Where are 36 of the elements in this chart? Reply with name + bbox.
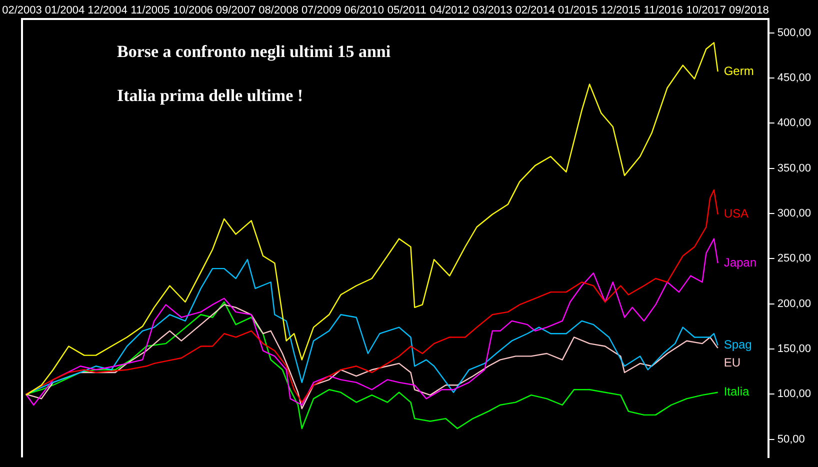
y-tick-label: 400,00: [777, 117, 812, 130]
text: Italia prima delle ultime !: [117, 86, 304, 106]
x-tick-label: 01/2004: [44, 4, 85, 17]
x-tick-label: 02/2014: [515, 4, 555, 17]
text: Borse a confronto negli ultimi 15 anni: [117, 42, 391, 62]
y-tick-label: 450,00: [777, 72, 812, 84]
x-tick-label: 01/2015: [558, 4, 598, 17]
y-tick-label: 50,00: [777, 433, 805, 446]
x-tick-label: 12/2004: [88, 4, 128, 17]
y-tick-label: 350,00: [777, 162, 812, 174]
series-label: Italia: [724, 384, 750, 399]
x-tick-label: 09/2007: [216, 4, 256, 17]
series-label: Japan: [724, 255, 757, 270]
x-tick-label: 09/2018: [729, 4, 769, 17]
x-tick-label: 06/2010: [344, 4, 384, 17]
y-tick-label: 250,00: [777, 252, 812, 265]
x-tick-label: 05/2011: [387, 4, 426, 17]
y-tick-label: 150,00: [777, 343, 812, 356]
x-tick-label: 11/2005: [130, 4, 170, 17]
x-tick-label: 10/2006: [173, 4, 213, 17]
series-label: EU: [724, 356, 740, 370]
x-tick-label: 08/2008: [258, 4, 298, 17]
series-label: Spag: [724, 338, 752, 352]
x-tick-label: 11/2016: [644, 4, 683, 17]
series-label: Germ: [724, 64, 754, 78]
y-tick-label: 500,00: [777, 26, 812, 39]
x-tick-label: 10/2017: [686, 4, 726, 17]
x-tick-label: 02/2003: [2, 4, 42, 17]
y-tick-label: 100,00: [777, 388, 812, 400]
x-tick-label: 12/2015: [600, 4, 641, 17]
y-tick-label: 200,00: [777, 298, 812, 310]
y-tick-label: 300,00: [777, 207, 812, 220]
x-tick-label: 04/2012: [430, 4, 470, 17]
x-tick-label: 03/2013: [472, 4, 512, 17]
x-tick-label: 07/2009: [301, 4, 342, 17]
series-label: USA: [724, 206, 749, 221]
